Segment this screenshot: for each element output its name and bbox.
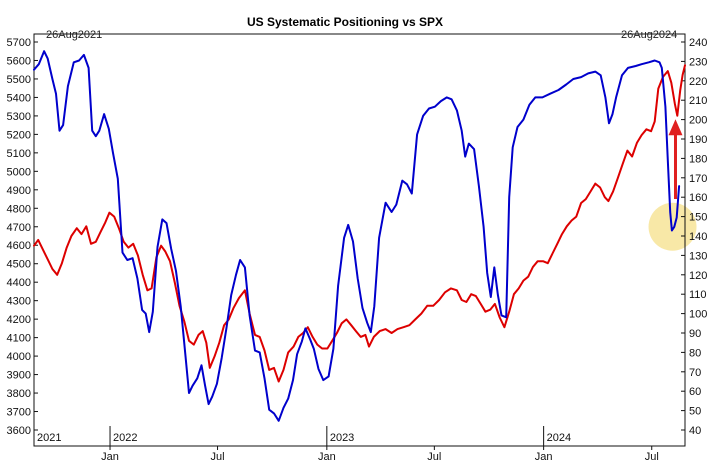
date-range-labels: 26Aug2021 26Aug2024 xyxy=(37,29,677,41)
right-tick-label: 70 xyxy=(689,367,701,379)
right-tick-label: 150 xyxy=(689,212,707,224)
right-y-axis: 40 50 60 70 80 90 100 110 120 130 140 150 160 170 180 1… xyxy=(681,37,707,437)
month-tick-label: Jan xyxy=(318,451,336,463)
arrow-head xyxy=(668,119,683,136)
right-tick-label: 80 xyxy=(689,347,701,359)
series-lines xyxy=(33,50,686,422)
series-line-blue xyxy=(33,50,681,422)
chart-title: US Systematic Positioning vs SPX xyxy=(247,15,443,29)
left-tick-label: 4600 xyxy=(7,240,31,252)
year-label: 2024 xyxy=(547,432,571,444)
left-tick-label: 5700 xyxy=(7,37,31,49)
left-tick-label: 4300 xyxy=(7,296,31,308)
right-tick-label: 100 xyxy=(689,309,707,321)
right-tick-label: 160 xyxy=(689,192,707,204)
month-tick-label: Jan xyxy=(101,451,119,463)
right-tick-label: 190 xyxy=(689,134,707,146)
right-tick-label: 130 xyxy=(689,250,707,262)
left-y-axis: 3600 3700 3800 3900 4000 4100 4200 4300 4400 4500… xyxy=(7,37,38,437)
right-tick-label: 60 xyxy=(689,386,701,398)
left-tick-label: 5100 xyxy=(7,148,31,160)
right-tick-label: 240 xyxy=(689,37,707,49)
left-tick-label: 5200 xyxy=(7,129,31,141)
right-tick-label: 220 xyxy=(689,76,707,88)
left-tick-label: 3900 xyxy=(7,370,31,382)
month-tick-label: Jul xyxy=(645,451,659,463)
left-tick-label: 4700 xyxy=(7,222,31,234)
left-tick-label: 5500 xyxy=(7,74,31,86)
left-tick-label: 5600 xyxy=(7,55,31,67)
plot-frame xyxy=(33,33,686,447)
right-tick-label: 180 xyxy=(689,153,707,165)
x-axis: 2021 2022 2023 2024 Jan Jul Jan Jul Jan Jul xyxy=(37,426,659,463)
left-tick-label: 5300 xyxy=(7,111,31,123)
left-tick-label: 4900 xyxy=(7,185,31,197)
left-tick-label: 4500 xyxy=(7,259,31,271)
start-date-label: 26Aug2021 xyxy=(46,29,102,41)
left-tick-label: 4800 xyxy=(7,203,31,215)
series-line-red xyxy=(33,64,686,383)
month-tick-label: Jul xyxy=(211,451,225,463)
left-tick-label: 3800 xyxy=(7,388,31,400)
month-tick-label: Jan xyxy=(535,451,553,463)
left-tick-label: 4100 xyxy=(7,333,31,345)
right-tick-label: 110 xyxy=(689,289,707,301)
right-tick-label: 90 xyxy=(689,328,701,340)
right-tick-label: 200 xyxy=(689,115,707,127)
left-tick-label: 5400 xyxy=(7,92,31,104)
left-tick-label: 3600 xyxy=(7,425,31,437)
month-tick-label: Jul xyxy=(427,451,441,463)
left-tick-label: 4400 xyxy=(7,277,31,289)
left-tick-label: 4200 xyxy=(7,314,31,326)
year-label: 2021 xyxy=(37,432,61,444)
right-tick-label: 140 xyxy=(689,231,707,243)
right-tick-label: 120 xyxy=(689,270,707,282)
left-tick-label: 4000 xyxy=(7,351,31,363)
left-tick-label: 5000 xyxy=(7,166,31,178)
year-label: 2023 xyxy=(330,432,354,444)
end-date-label: 26Aug2024 xyxy=(621,29,677,41)
left-tick-label: 3700 xyxy=(7,407,31,419)
right-tick-label: 40 xyxy=(689,425,701,437)
up-arrow-annotation xyxy=(668,119,683,200)
year-label: 2022 xyxy=(113,432,137,444)
right-tick-label: 210 xyxy=(689,95,707,107)
right-tick-label: 170 xyxy=(689,173,707,185)
right-tick-label: 50 xyxy=(689,406,701,418)
right-tick-label: 230 xyxy=(689,56,707,68)
